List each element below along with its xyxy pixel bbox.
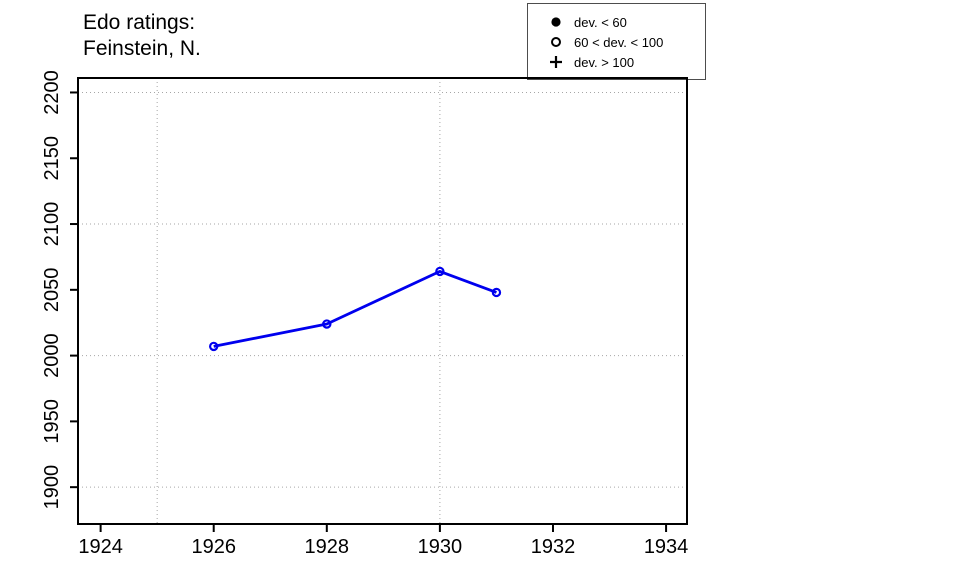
y-tick-label: 1900 [41,465,63,510]
open-circle-icon [546,35,566,49]
x-tick-label: 1934 [644,536,689,558]
x-tick-label: 1930 [418,536,463,558]
x-tick-label: 1926 [191,536,236,558]
chart-title-line2: Feinstein, N. [83,37,201,60]
legend-label: dev. < 60 [574,14,627,30]
y-tick-label: 2050 [41,268,63,313]
x-tick-label: 1924 [78,536,123,558]
legend-label: 60 < dev. < 100 [574,34,664,50]
data-point-marker [322,319,332,329]
legend-row-dev-gt-100: dev. > 100 [546,52,705,72]
chart-title-line1: Edo ratings: [83,11,196,34]
plot-border [77,77,688,525]
legend-row-dev-lt-60: dev. < 60 [546,12,705,32]
data-point-marker [435,266,445,277]
plus-icon [546,55,566,69]
y-tick-label: 2200 [41,70,63,115]
y-tick-label: 1950 [41,399,63,444]
filled-circle-icon [546,15,566,29]
legend-row-dev-60-100: 60 < dev. < 100 [546,32,705,52]
x-tick-label: 1932 [531,536,576,558]
chart-title: Edo ratings: Feinstein, N. [83,10,201,62]
y-tick-label: 2000 [41,333,63,378]
data-point-marker [491,287,502,298]
data-point-marker [209,341,219,352]
series-line [213,269,497,348]
x-tick-label: 1928 [305,536,350,558]
legend-box: dev. < 60 60 < dev. < 100 dev. > 100 [527,3,706,80]
y-tick-label: 2100 [41,202,63,247]
y-tick-label: 2150 [41,136,63,181]
legend-label: dev. > 100 [574,54,635,70]
